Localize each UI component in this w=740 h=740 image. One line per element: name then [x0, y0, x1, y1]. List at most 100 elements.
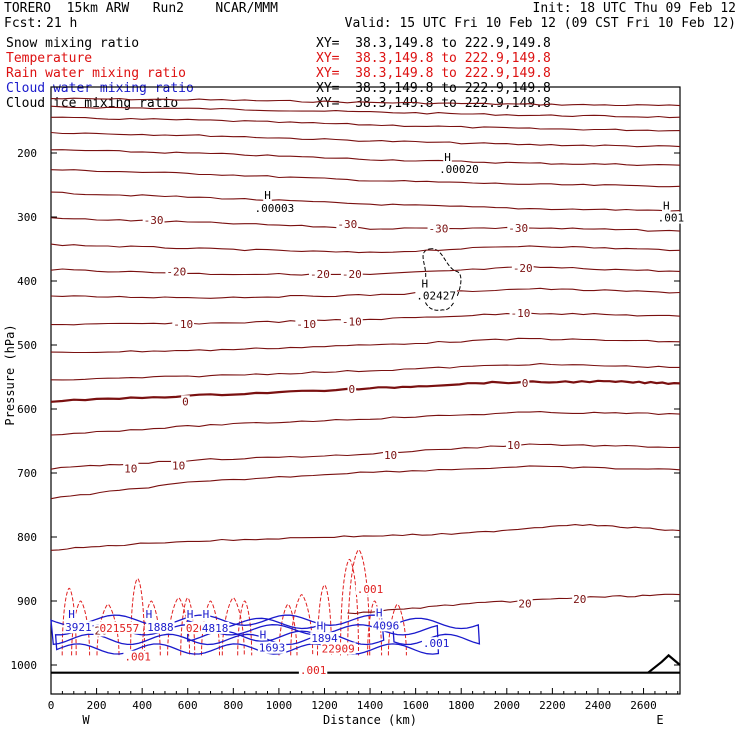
x-tick-label: 2000 — [494, 699, 521, 712]
legend-xy-cloud-water: XY= 38.3,149.8 to 222.9,149.8 — [316, 81, 551, 96]
label-background — [200, 621, 230, 634]
legend-xy-rain: XY= 38.3,149.8 to 222.9,149.8 — [316, 66, 551, 81]
label-background — [355, 582, 385, 595]
x-tick-label: 800 — [223, 699, 243, 712]
y-tick-label: 900 — [17, 595, 37, 608]
x-tick-label: 1400 — [357, 699, 384, 712]
axis-ticks: 0 200 400 600 800 1000 1200 1400 1600 1800 2000 220… — [11, 147, 680, 712]
contour-label: 3921 — [65, 621, 92, 634]
contour-label: -30 — [144, 214, 164, 227]
contour-label: H — [68, 608, 75, 621]
cloud-water-contour — [392, 617, 481, 646]
contour-label: H — [146, 608, 153, 621]
legend-xy-temperature: XY= 38.3,149.8 to 222.9,149.8 — [316, 51, 551, 66]
contour-label: .001 — [658, 212, 685, 225]
rain-contour — [221, 597, 245, 656]
init-time: Init: 18 UTC Thu 09 Feb 12 — [532, 1, 737, 16]
contour-label: H — [444, 151, 451, 164]
rain-contour — [387, 603, 407, 656]
isotherm-line-13 — [50, 363, 680, 381]
isotherm-line-5 — [50, 169, 681, 188]
contour-label: 10 — [507, 439, 520, 452]
label-background — [517, 597, 533, 610]
label-background — [438, 163, 480, 175]
label-background — [371, 619, 401, 632]
contour-label: 1693 — [259, 642, 286, 655]
rain-contour — [340, 558, 359, 656]
forecast-hours: 21 h — [46, 16, 78, 31]
x-tick-label: 600 — [178, 699, 198, 712]
contour-label: -30 — [337, 218, 357, 231]
contour-label: -10 — [511, 307, 531, 320]
contour-label: -20 — [166, 265, 186, 278]
y-axis-title: Pressure (hPa) — [3, 324, 17, 425]
label-background — [507, 221, 530, 234]
isotherm-line-0 — [50, 97, 681, 107]
y-tick-label: 800 — [17, 531, 37, 544]
terrain-ridge — [647, 653, 681, 674]
precip-contours — [50, 248, 481, 656]
isotherm-line-6 — [50, 191, 681, 212]
rain-contour — [347, 549, 371, 656]
label-background — [64, 621, 93, 634]
isotherm-labeled-m20-9 — [50, 265, 681, 276]
label-background — [253, 202, 296, 215]
x-axis-title: Distance (km) — [323, 713, 417, 727]
x-tick-label: 1600 — [402, 699, 429, 712]
legend-field-rain: Rain water mixing ratio — [6, 66, 187, 81]
contour-label: -30 — [428, 223, 448, 236]
label-background — [181, 395, 190, 408]
contour-label: H — [376, 607, 383, 620]
rain-contour — [237, 600, 253, 656]
label-background — [144, 607, 154, 620]
label-background — [443, 150, 452, 163]
label-background — [506, 438, 522, 451]
x-tick-label: 1000 — [266, 699, 293, 712]
label-background — [511, 262, 534, 275]
label-background — [123, 462, 139, 475]
isotherm-line-12 — [50, 337, 681, 354]
y-tick-label: 700 — [17, 467, 37, 480]
contour-label: 021557 — [99, 622, 139, 635]
contour-label: .001 — [124, 651, 151, 664]
x-tick-label: 400 — [132, 699, 152, 712]
contour-label: 20 — [573, 593, 586, 606]
rain-contour — [290, 594, 314, 656]
contour-label: .001 — [423, 637, 450, 650]
y-tick-label: 500 — [17, 339, 37, 352]
label-background — [123, 650, 152, 663]
forecast-label: Fcst: — [4, 16, 44, 31]
contour-label: -20 — [310, 268, 330, 281]
label-background — [420, 277, 430, 290]
contour-label: 1888 — [147, 621, 174, 634]
contour-label: -10 — [173, 318, 193, 331]
label-background — [201, 607, 211, 620]
label-background — [315, 619, 325, 632]
contour-label: .00020 — [439, 163, 479, 176]
contour-label: H — [187, 608, 194, 621]
legend-field-cloud-water: Cloud water mixing ratio — [6, 81, 194, 96]
label-background — [427, 222, 450, 235]
contour-label: H — [203, 608, 210, 621]
isotherm-line-8 — [50, 243, 681, 254]
contour-label: 20 — [518, 598, 531, 611]
contour-label: 1894 — [311, 632, 338, 645]
isotherm-line-3 — [50, 131, 681, 148]
isotherm-labeled-m10-11 — [50, 312, 681, 326]
isotherm-labeled-10-16 — [50, 443, 681, 470]
ground-line — [51, 653, 681, 674]
label-background — [98, 621, 141, 634]
isotherm-labeled-0-14 — [50, 379, 681, 403]
contour-label: 10 — [124, 463, 137, 476]
x-tick-label: 2400 — [585, 699, 612, 712]
rain-contour — [61, 587, 77, 656]
model-title: TORERO 15km ARW Run2 NCAR/MMM — [4, 1, 278, 16]
x-tick-label: 0 — [48, 699, 55, 712]
label-background — [257, 641, 287, 654]
label-background — [340, 267, 363, 280]
contour-label: -10 — [342, 315, 362, 328]
contour-label: H — [260, 628, 267, 641]
label-background — [656, 211, 686, 224]
contour-label: -30 — [508, 222, 528, 235]
